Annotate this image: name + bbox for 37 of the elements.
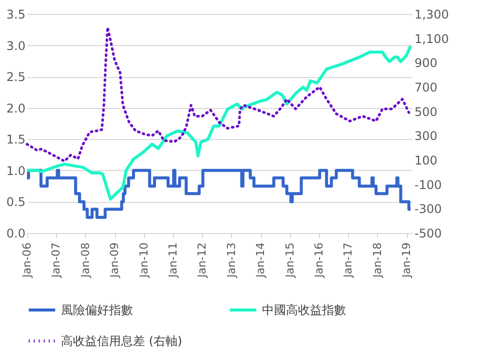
y-tick-label: 3.0: [6, 38, 26, 53]
y2-tick-label: 1,100: [414, 32, 449, 46]
x-tick-label: Jan-07: [50, 242, 63, 278]
x-tick-label: Jan-08: [78, 242, 92, 278]
x-tick-label: Jan-11: [166, 242, 180, 278]
y2-tick-label: -500: [414, 226, 442, 240]
x-tick-label: Jan-14: [254, 242, 268, 278]
y2-tick-label: 900: [414, 56, 438, 70]
line-series: [26, 44, 412, 201]
x-tick-label: Jan-10: [137, 242, 150, 278]
y-tick-label: 2.5: [6, 70, 26, 84]
x-tick-label: Jan-16: [312, 242, 326, 278]
y-tick-label: 0.5: [6, 195, 26, 210]
line-series: [26, 26, 410, 163]
y-tick-label: 3.5: [6, 8, 26, 22]
x-tick-label: Jan-09: [108, 242, 122, 278]
y-tick-label: 2.0: [6, 101, 26, 116]
legend-label: 高收益信用息差 (右軸): [61, 334, 182, 348]
y2-tick-label: 700: [414, 80, 438, 94]
legend-label: 風險偏好指數: [61, 303, 133, 317]
x-tick-label: Jan-06: [20, 242, 34, 278]
x-tick-label: Jan-15: [283, 242, 296, 278]
x-tick-label: Jan-17: [342, 242, 355, 278]
legend-label: 中國高收益指數: [262, 303, 346, 317]
y2-tick-label: 300: [414, 129, 438, 144]
x-tick-label: Jan-18: [370, 242, 384, 278]
x-tick-label: Jan-19: [400, 242, 414, 278]
y-tick-label: 1.0: [6, 164, 26, 178]
y2-tick-label: -300: [414, 202, 442, 216]
y-tick-label: 0.0: [6, 226, 26, 240]
y2-tick-label: 1,300: [414, 8, 449, 22]
x-tick-label: Jan-13: [224, 242, 238, 278]
y2-tick-label: 500: [414, 104, 438, 119]
y2-tick-label: -100: [414, 178, 442, 192]
x-tick-label: Jan-12: [196, 242, 209, 278]
y2-tick-label: 100: [414, 154, 438, 168]
y-tick-label: 1.5: [6, 132, 26, 147]
